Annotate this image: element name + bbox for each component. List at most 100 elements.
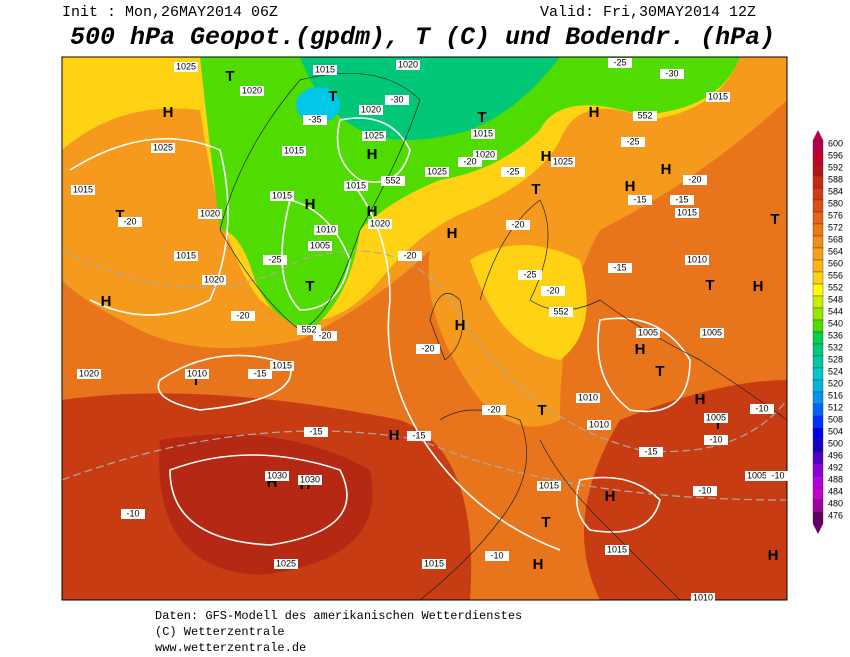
contour-label-box [151,143,175,153]
contour-label-box [660,69,684,79]
contour-label-box [344,181,368,191]
contour-label-text: 1020 [370,218,390,228]
init-time: Init : Mon,26MAY2014 06Z [62,4,278,21]
contour-label: -15 [304,426,328,437]
contour-label: -15 [608,262,632,273]
colorbar-cell [812,283,824,297]
contour-label-text: 1030 [300,474,320,484]
contour-label-text: -25 [506,166,519,176]
contour-label-text: 1015 [677,207,697,217]
contour-label: 1025 [274,558,298,569]
contour-label: 1010 [691,592,715,603]
contour-label-box [297,325,321,335]
pressure-center: T [770,211,779,228]
contour-label-text: -35 [308,114,321,124]
pressure-center: H [367,146,378,163]
pressure-center: T [115,207,124,224]
colorbar-cell [812,307,824,321]
pressure-center: H [533,556,544,573]
pressure-center: H [163,104,174,121]
contour-label-text: 1010 [316,224,336,234]
contour-label: -20 [541,285,565,296]
contour-label-box [381,176,405,186]
contour-label-box [270,361,294,371]
contour-label: 1015 [71,184,95,195]
pressure-center: H [101,293,112,310]
contour-label: 1025 [151,142,175,153]
colorbar-cell [812,319,824,333]
contour-label: 1020 [202,274,226,285]
contour-label-text: 552 [385,175,400,185]
contour-label-text: -15 [675,194,688,204]
pressure-center: T [305,278,314,295]
colorbar-cell [812,415,824,429]
contour-label-box [118,217,142,227]
contour-label-box [501,167,525,177]
contour-label-text: -20 [546,285,559,295]
contour-label: 1020 [368,218,392,229]
contour-label: -10 [766,470,790,481]
contour-label-text: -10 [755,403,768,413]
colorbar-cell [812,235,824,249]
warm-core [159,434,373,575]
contour-label: 1025 [174,61,198,72]
colorbar-label: 520 [828,378,843,388]
contour-label: -15 [628,194,652,205]
colorbar-cell [812,439,824,453]
colorbar-label: 568 [828,234,843,244]
contour-label-box [518,270,542,280]
contour-label-box [549,307,573,317]
contour-label-text: 1025 [427,166,447,176]
colorbar-cell [812,355,824,369]
contour-label-text: 1010 [187,368,207,378]
contour-label-box [407,431,431,441]
colorbar-label: 540 [828,318,843,328]
contour-label-box [608,58,632,68]
colorbar-cell [812,271,824,285]
colorbar-cell [812,343,824,357]
contour-label-text: -20 [511,219,524,229]
contour-label: 1005 [308,240,332,251]
contour-label: 1010 [185,368,209,379]
colorbar-cell [812,403,824,417]
pressure-center: H [455,317,466,334]
colorbar-label: 528 [828,354,843,364]
contour-label-text: 552 [301,324,316,334]
colorbar-cell [812,295,824,309]
contour-label: 1020 [359,104,383,115]
colorbar-label: 492 [828,462,843,472]
colorbar-end [813,524,823,534]
contour-label-box [198,209,222,219]
contour-label: 1020 [77,368,101,379]
contour-label-box [471,129,495,139]
contour-label: -15 [639,446,663,457]
valid-time: Valid: Fri,30MAY2014 12Z [540,4,756,21]
pressure-center: H [389,427,400,444]
colorbar-cell [812,211,824,225]
colorbar-cell [812,367,824,381]
contour-label-text: 1015 [315,64,335,74]
colorbar-cell [812,199,824,213]
contour-label: -10 [485,550,509,561]
colorbar-label: 476 [828,510,843,520]
colorbar-label: 556 [828,270,843,280]
contour-label-text: -25 [268,254,281,264]
contour-label-box [231,311,255,321]
contour-label-box [766,471,790,481]
contour-label-text: -25 [626,136,639,146]
contour-label-text: -20 [123,216,136,226]
contour-label-text: 1010 [693,592,713,602]
contour-label-text: 1005 [638,327,658,337]
contour-label: -25 [621,136,645,147]
contour-label-text: 1005 [747,470,767,480]
contour-label: 1005 [745,470,769,481]
contour-label-box [675,208,699,218]
pressure-center: T [477,109,486,126]
contour-label-box [605,545,629,555]
pressure-center: H [768,547,779,564]
contour-label-box [706,92,730,102]
colorbar-end [813,130,823,140]
contour-label-box [265,471,289,481]
contour-label-box [482,405,506,415]
colorbar-label: 488 [828,474,843,484]
